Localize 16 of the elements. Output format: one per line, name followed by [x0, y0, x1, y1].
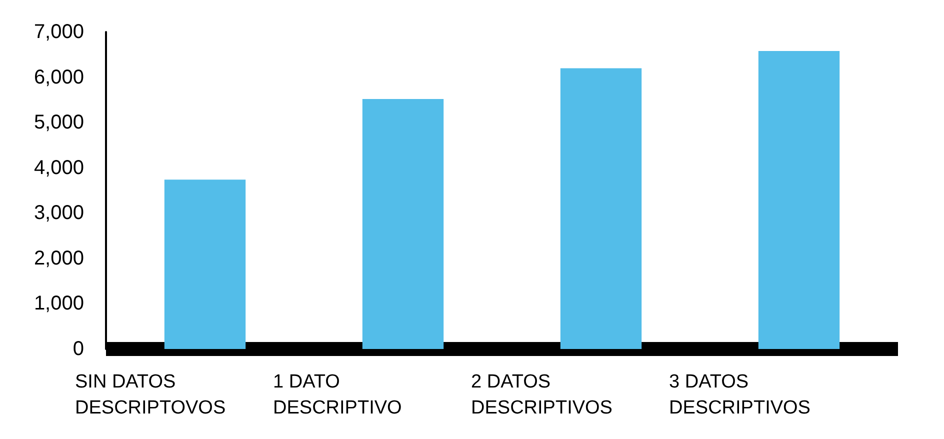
y-tick-label: 5,000 — [34, 112, 84, 134]
y-tick-label: 2,000 — [34, 247, 84, 270]
y-tick-label: 3,000 — [34, 202, 84, 224]
bar — [560, 68, 642, 349]
bar — [362, 99, 444, 349]
x-tick-label: 1 DATO DESCRIPTIVO — [273, 372, 402, 418]
y-tick-label: 1,000 — [34, 292, 84, 315]
x-tick-label: SIN DATOS DESCRIPTOVOS — [75, 372, 226, 418]
y-tick-label: 6,000 — [34, 66, 84, 88]
y-tick-label: 7,000 — [34, 21, 84, 43]
bar — [164, 180, 246, 349]
x-tick-label: 2 DATOS DESCRIPTIVOS — [471, 372, 612, 418]
bar — [758, 51, 840, 349]
y-tick-label: 0 — [72, 338, 84, 360]
x-tick-label: 3 DATOS DESCRIPTIVOS — [669, 372, 810, 418]
y-tick-label: 4,000 — [34, 156, 84, 179]
